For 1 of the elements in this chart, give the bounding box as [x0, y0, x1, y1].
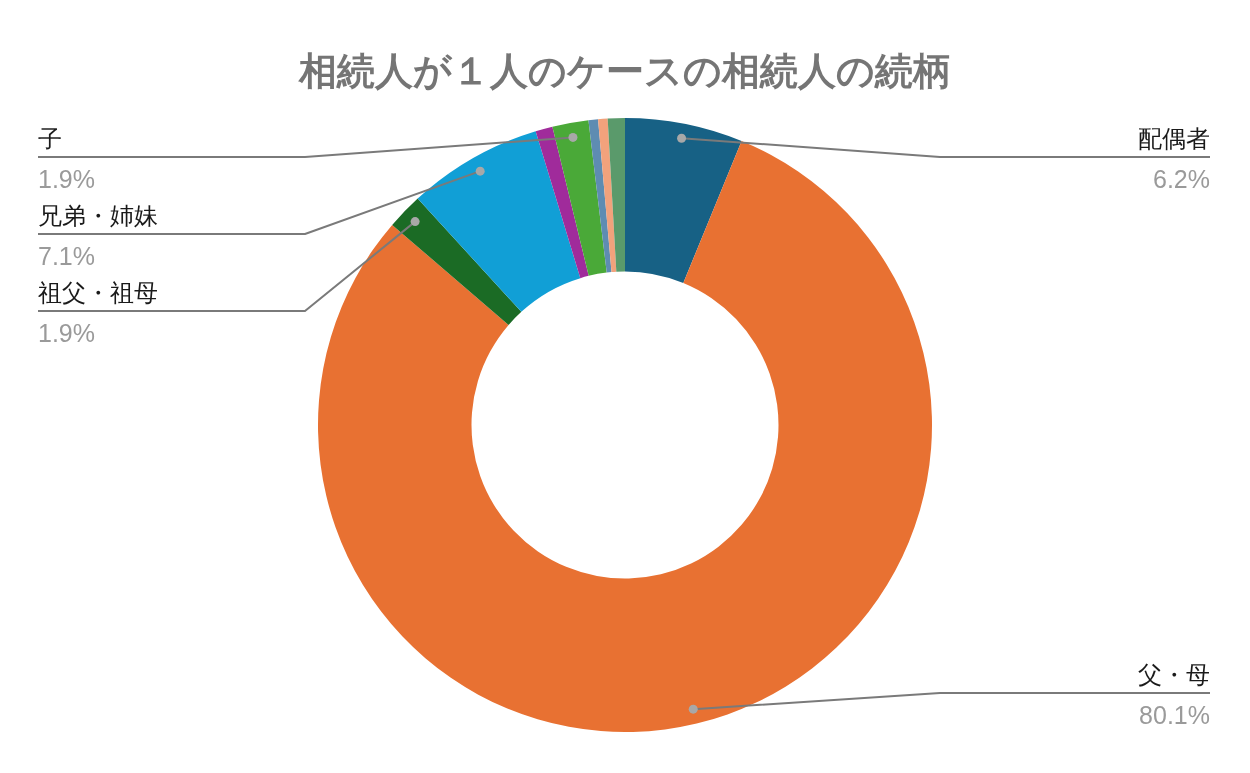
title: 相続人が１人のケースの相続人の続柄: [299, 50, 951, 92]
